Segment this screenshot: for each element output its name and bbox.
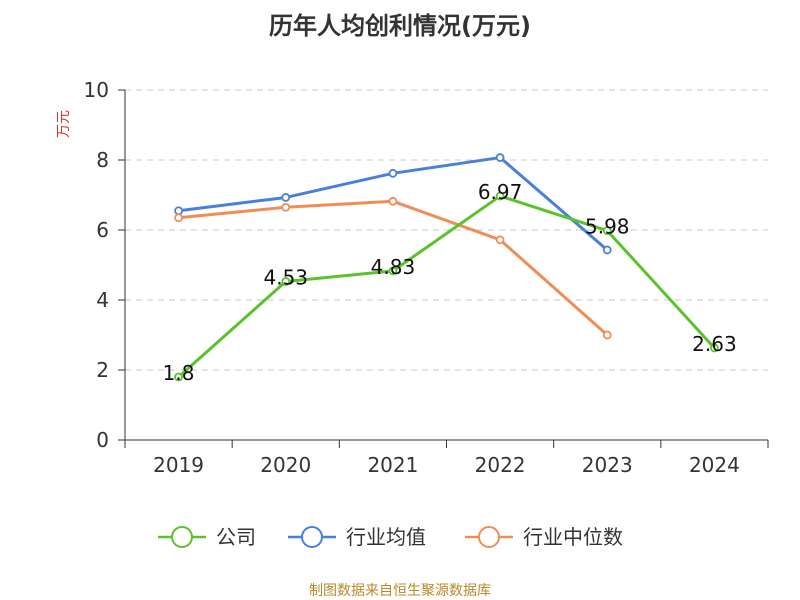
x-tick-label: 2021 <box>367 453 418 477</box>
y-tick-label: 4 <box>96 288 109 312</box>
series-line-公司 <box>177 194 716 379</box>
data-point <box>602 245 612 255</box>
data-point <box>281 193 291 202</box>
axes: 0 2 4 6 8 10 2019 2020 2021 2022 2023 2024 <box>84 78 769 477</box>
legend-marker <box>478 526 500 548</box>
legend-label: 行业中位数 <box>523 525 623 549</box>
data-point <box>710 343 719 353</box>
data-label: 6.97 <box>478 180 523 204</box>
source-note: 制图数据来自恒生聚源数据库 <box>309 583 491 599</box>
legend-item-行业均值: 行业均值 <box>288 525 426 549</box>
x-tick-label: 2023 <box>582 453 633 477</box>
data-point <box>388 196 398 206</box>
data-labels: 1.8 4.53 4.83 6.97 5.98 2.63 <box>163 180 737 385</box>
data-point <box>281 277 291 286</box>
legend-marker <box>301 526 323 548</box>
data-point <box>281 202 291 212</box>
legend: 公司 行业均值 行业中位数 <box>158 525 623 549</box>
legend-label: 公司 <box>216 525 256 549</box>
x-tick-label: 2020 <box>260 453 311 477</box>
data-label: 4.53 <box>263 265 308 289</box>
data-point <box>495 235 505 245</box>
y-tick-label: 2 <box>96 358 109 382</box>
legend-label: 行业均值 <box>346 525 426 549</box>
x-tick-label: 2024 <box>689 453 740 477</box>
data-label: 1.8 <box>163 361 195 385</box>
x-tick-label: 2022 <box>475 453 526 477</box>
data-label: 4.83 <box>371 255 416 279</box>
y-tick-label: 6 <box>96 218 109 242</box>
data-point <box>388 168 398 178</box>
legend-marker <box>171 526 193 548</box>
gridlines <box>125 89 768 371</box>
y-axis-label: 万元 <box>56 110 72 138</box>
data-point <box>495 153 505 162</box>
data-point <box>388 266 398 276</box>
y-tick-label: 0 <box>96 428 109 452</box>
series-group <box>174 153 719 382</box>
x-tick-label: 2019 <box>153 453 204 477</box>
data-point <box>174 372 183 382</box>
y-tick-label: 8 <box>96 148 109 172</box>
data-point <box>602 226 612 236</box>
data-point <box>174 213 183 223</box>
data-point <box>495 191 505 201</box>
chart-title: 历年人均创利情况(万元) <box>269 12 531 40</box>
y-tick-label: 10 <box>84 78 109 102</box>
data-point <box>174 206 183 216</box>
data-label: 5.98 <box>585 215 630 239</box>
legend-item-行业中位数: 行业中位数 <box>465 525 623 549</box>
data-point <box>602 330 612 340</box>
data-label: 2.63 <box>692 332 737 356</box>
legend-item-公司: 公司 <box>158 525 256 549</box>
